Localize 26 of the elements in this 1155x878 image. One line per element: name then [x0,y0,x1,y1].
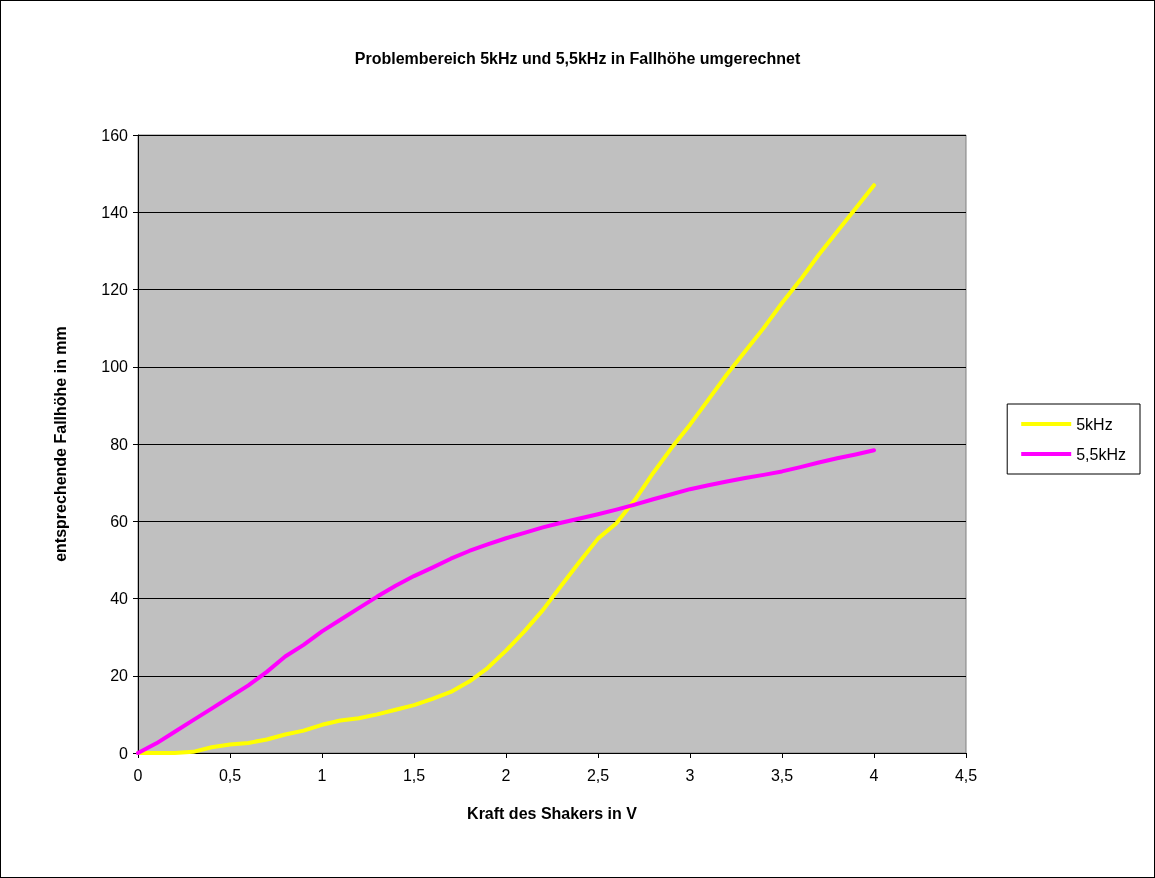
line-series [136,183,876,755]
y-tick-label: 140 [101,203,129,221]
y-tick-label: 120 [101,281,129,298]
x-tick-label: 2 [501,766,511,784]
y-tick-label: 160 [101,126,129,144]
y-tick-label: 40 [110,590,129,607]
y-tick-label: 60 [110,512,129,530]
x-tick-label: 0 [133,766,143,784]
line-series [136,448,876,755]
chart-title: Problembereich 5kHz und 5,5kHz in Fallhöhe umgerechnet [354,49,801,67]
x-tick-label: 0,5 [218,766,242,784]
x-tick-label: 1 [317,766,327,784]
legend-label: 5,5kHz [1076,445,1126,463]
x-axis-title: Kraft des Shakers in V [467,804,638,822]
y-tick-label: 0 [119,744,129,762]
x-tick-label: 3 [685,766,695,784]
y-tick-label: 80 [110,435,129,453]
y-tick-label: 100 [101,358,129,376]
legend-label: 5kHz [1076,415,1113,433]
y-tick-label: 20 [110,667,129,685]
x-tick-label: 2,5 [586,766,610,784]
x-tick-label: 1,5 [402,766,426,784]
x-tick-label: 3,5 [770,766,794,784]
y-axis-title: entsprechende Fallhöhe in mm [51,326,69,562]
x-tick-label: 4 [869,766,879,784]
x-tick-label: 4,5 [954,766,978,784]
